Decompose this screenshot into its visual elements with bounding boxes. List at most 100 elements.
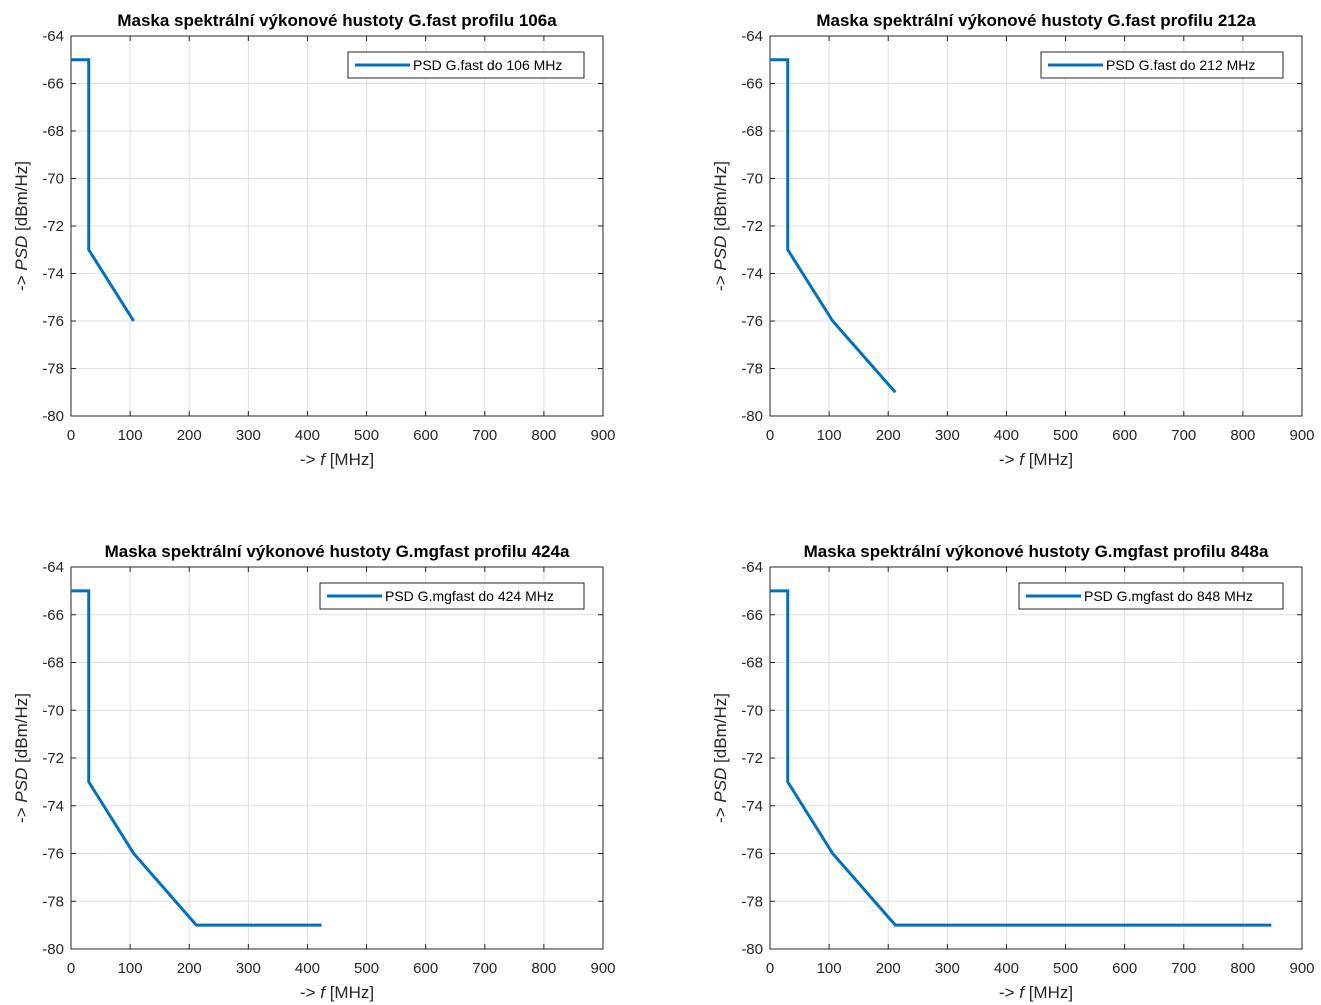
legend: PSD G.mgfast do 424 MHz — [319, 582, 585, 610]
y-tick-label: -66 — [741, 607, 763, 624]
x-tick-label: 800 — [531, 427, 556, 444]
x-tick-label: 600 — [413, 960, 438, 977]
legend-label: PSD G.mgfast do 848 MHz — [1084, 588, 1253, 604]
y-tick-label: -78 — [42, 893, 64, 910]
x-tick-label: 400 — [994, 960, 1019, 977]
y-tick-label: -80 — [42, 941, 64, 958]
x-tick-label: 300 — [236, 427, 261, 444]
x-tick-label: 900 — [590, 960, 615, 977]
x-tick-label: 300 — [236, 960, 261, 977]
x-tick-label: 300 — [935, 960, 960, 977]
x-tick-label: 200 — [177, 960, 202, 977]
y-tick-label: -72 — [741, 750, 763, 767]
x-tick-label: 100 — [118, 960, 143, 977]
chart-title: Maska spektrální výkonové hustoty G.fast… — [816, 11, 1256, 30]
y-tick-label: -76 — [741, 846, 763, 863]
y-tick-label: -68 — [741, 123, 763, 140]
x-tick-label: 800 — [531, 960, 556, 977]
y-tick-label: -64 — [741, 559, 763, 576]
y-tick-label: -78 — [741, 893, 763, 910]
y-axis-label: -> PSD [dBm/Hz] — [12, 693, 31, 823]
x-tick-label: 900 — [1289, 427, 1314, 444]
x-tick-label: 500 — [1053, 427, 1078, 444]
x-axis-label: -> f [MHz] — [300, 983, 374, 1002]
x-tick-label: 0 — [766, 960, 774, 977]
legend-label: PSD G.fast do 212 MHz — [1106, 57, 1255, 73]
y-tick-label: -74 — [741, 266, 763, 283]
x-tick-label: 0 — [67, 427, 75, 444]
x-tick-label: 200 — [876, 960, 901, 977]
x-axis-label: -> f [MHz] — [300, 450, 374, 469]
legend: PSD G.fast do 106 MHz — [347, 51, 585, 79]
x-tick-label: 900 — [590, 427, 615, 444]
y-tick-label: -76 — [741, 313, 763, 330]
x-tick-label: 700 — [1171, 427, 1196, 444]
x-axis-label: -> f [MHz] — [999, 450, 1073, 469]
y-tick-label: -74 — [42, 798, 64, 815]
y-tick-label: -74 — [741, 798, 763, 815]
y-tick-label: -64 — [42, 28, 64, 45]
y-axis-label: -> PSD [dBm/Hz] — [12, 161, 31, 291]
x-tick-label: 400 — [295, 427, 320, 444]
y-tick-label: -68 — [741, 655, 763, 672]
x-tick-label: 0 — [67, 960, 75, 977]
y-axis-label: -> PSD [dBm/Hz] — [711, 161, 730, 291]
chart-title: Maska spektrální výkonové hustoty G.mgfa… — [105, 542, 570, 561]
x-tick-label: 600 — [1112, 427, 1137, 444]
x-tick-label: 100 — [817, 427, 842, 444]
x-tick-label: 800 — [1230, 960, 1255, 977]
y-tick-label: -80 — [42, 408, 64, 425]
chart-panel-2: 0 100 200 300 400 500 600 700 800 900 -64 -66 -68 -70… — [711, 11, 1315, 469]
y-tick-label: -76 — [42, 313, 64, 330]
y-tick-label: -68 — [42, 655, 64, 672]
y-tick-label: -72 — [741, 218, 763, 235]
y-tick-label: -78 — [741, 361, 763, 378]
y-tick-label: -66 — [42, 76, 64, 93]
y-tick-label: -66 — [741, 76, 763, 93]
y-tick-label: -80 — [741, 408, 763, 425]
y-tick-label: -76 — [42, 846, 64, 863]
legend-label: PSD G.mgfast do 424 MHz — [385, 588, 554, 604]
x-tick-label: 500 — [1053, 960, 1078, 977]
x-tick-label: 500 — [354, 427, 379, 444]
chart-title: Maska spektrální výkonové hustoty G.fast… — [117, 11, 557, 30]
x-tick-label: 0 — [766, 427, 774, 444]
chart-panel-3: 0 100 200 300 400 500 600 700 800 900 -64 -66 -68 -70… — [12, 542, 616, 1002]
chart-panel-1: 0 100 200 300 400 500 600 700 800 900 -64 -66 -68 -70… — [12, 11, 616, 469]
y-tick-label: -72 — [42, 750, 64, 767]
series-line — [71, 58, 135, 322]
y-tick-label: -80 — [741, 941, 763, 958]
y-axis-label: -> PSD [dBm/Hz] — [711, 693, 730, 823]
x-tick-label: 700 — [472, 427, 497, 444]
x-tick-label: 200 — [876, 427, 901, 444]
x-tick-label: 400 — [295, 960, 320, 977]
series-line — [71, 589, 322, 927]
x-tick-label: 300 — [935, 427, 960, 444]
x-tick-label: 600 — [1112, 960, 1137, 977]
x-tick-label: 900 — [1289, 960, 1314, 977]
y-tick-label: -70 — [741, 702, 763, 719]
y-tick-label: -68 — [42, 123, 64, 140]
x-tick-label: 700 — [1171, 960, 1196, 977]
y-tick-label: -64 — [741, 28, 763, 45]
x-tick-label: 700 — [472, 960, 497, 977]
x-tick-label: 100 — [817, 960, 842, 977]
y-tick-label: -70 — [42, 171, 64, 188]
x-tick-label: 100 — [118, 427, 143, 444]
legend: PSD G.fast do 212 MHz — [1040, 51, 1284, 79]
x-tick-label: 600 — [413, 427, 438, 444]
x-tick-label: 500 — [354, 960, 379, 977]
y-tick-label: -70 — [741, 171, 763, 188]
y-tick-label: -64 — [42, 559, 64, 576]
x-tick-label: 800 — [1230, 427, 1255, 444]
x-axis-label: -> f [MHz] — [999, 983, 1073, 1002]
x-tick-label: 200 — [177, 427, 202, 444]
x-tick-label: 400 — [994, 427, 1019, 444]
y-tick-label: -66 — [42, 607, 64, 624]
chart-panel-4: 0 100 200 300 400 500 600 700 800 900 -64 -66 -68 -70… — [711, 542, 1315, 1002]
y-tick-label: -70 — [42, 702, 64, 719]
y-tick-label: -74 — [42, 266, 64, 283]
y-tick-label: -72 — [42, 218, 64, 235]
series-line — [770, 589, 1272, 927]
